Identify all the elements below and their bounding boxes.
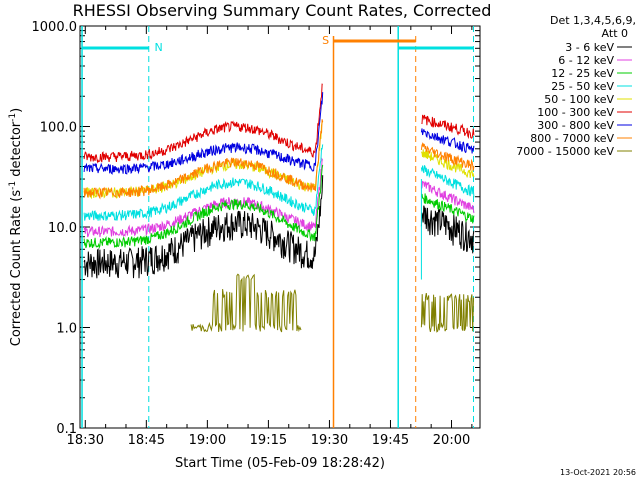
x-tick-label: 19:30: [311, 433, 348, 448]
legend-label: 25 - 50 keV: [551, 80, 614, 93]
x-tick-label: 19:15: [250, 433, 287, 448]
y-tick-label: 0.1: [56, 422, 77, 437]
series-line-6-12kev-after: [420, 180, 475, 214]
series-line-3-6kev: [83, 175, 324, 279]
legend-label: 50 - 100 keV: [544, 93, 614, 106]
series-line-100-300kev: [83, 83, 323, 164]
legend-header-att: Att 0: [602, 27, 628, 40]
series-line-300-800kev-after: [420, 128, 475, 154]
legend-label: 12 - 25 keV: [551, 67, 614, 80]
plot-frame: [79, 25, 481, 429]
legend-label: 300 - 800 keV: [537, 119, 614, 132]
series-line-800-7000kev-after: [420, 141, 475, 171]
y-tick-label: 10.0: [48, 221, 77, 236]
y-tick-label: 1000.0: [32, 20, 78, 35]
y-axis-label-end: ): [9, 108, 24, 113]
x-axis-label: Start Time (05-Feb-09 18:28:42): [175, 456, 385, 471]
series-line-12-25kev-after: [420, 193, 475, 224]
y-tick-label: 100.0: [40, 121, 77, 136]
timestamp: 13-Oct-2021 20:56: [560, 468, 636, 477]
series-line-12-25kev: [83, 164, 324, 250]
y-axis-label: Corrected Count Rate (s-1 detector-1): [8, 108, 24, 346]
y-axis-label-mid: detector: [9, 121, 24, 181]
series-line-25-50kev: [83, 144, 324, 221]
y-tick-label: 1.0: [56, 322, 77, 337]
legend-label: 3 - 6 keV: [565, 41, 614, 54]
saa-flag-label: S: [322, 34, 329, 47]
series-line-50-100kev-after: [420, 149, 475, 179]
x-tick-label: 19:00: [189, 433, 226, 448]
legend-label: 800 - 7000 keV: [530, 132, 614, 145]
series-line-25-50kev-after: [420, 165, 475, 198]
night-flag-label: N: [154, 41, 162, 54]
legend-header: Det 1,3,4,5,6,9,: [550, 14, 636, 27]
x-tick-label: 18:30: [67, 433, 104, 448]
flag-markers: NS: [81, 26, 474, 428]
y-axis-label-sup1: -1: [8, 181, 18, 190]
series-line-300-800kev: [83, 92, 324, 175]
series-line-3-6kev-after: [420, 205, 475, 254]
legend-label: 7000 - 15000 keV: [516, 145, 614, 158]
series-line-800-7000kev: [83, 119, 324, 200]
series-line-7000-15000-kev-after: [420, 293, 474, 333]
x-tick-label: 20:00: [433, 433, 470, 448]
axis-ticks: 18:30 18:45 19:00 19:15 19:30 19:45 20:00 1000.…: [32, 20, 480, 448]
chart-title: RHESSI Observing Summary Count Rates, Co…: [73, 1, 492, 20]
series-line-100-300kev-after: [421, 114, 475, 140]
y-axis-label-main: Corrected Count Rate (s: [9, 190, 24, 347]
series-line-7000-15000-kev: [190, 273, 302, 333]
legend-label: 6 - 12 keV: [558, 54, 614, 67]
x-tick-label: 18:45: [128, 433, 165, 448]
x-tick-label: 19:45: [372, 433, 409, 448]
legend-label: 100 - 300 keV: [537, 106, 614, 119]
series-group: [83, 83, 475, 333]
y-axis-label-sup2: -1: [8, 113, 18, 122]
